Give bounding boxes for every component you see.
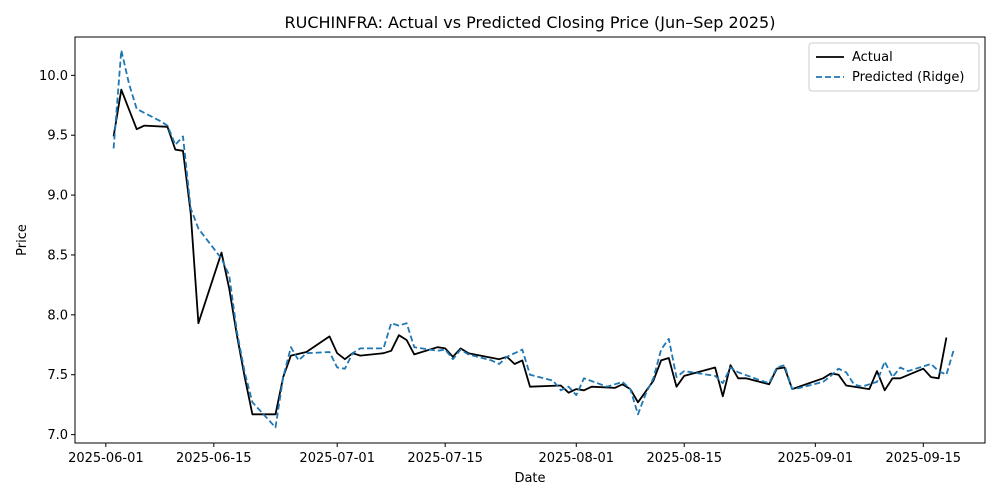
x-tick-label: 2025-08-15 <box>646 451 722 466</box>
legend-label-predicted: Predicted (Ridge) <box>852 70 964 85</box>
legend-box <box>808 42 980 92</box>
y-axis-label: Price <box>15 224 30 256</box>
series-layer <box>112 49 956 429</box>
x-tick-label: 2025-07-15 <box>407 451 483 466</box>
y-tick-label: 10.0 <box>39 69 68 84</box>
y-axis-ticks: 7.0 7.5 8.0 8.5 9.0 9.5 10.0 <box>39 69 75 443</box>
x-axis-ticks: 2025-06-01 2025-06-15 2025-07-01 2025-07-15… <box>68 443 961 466</box>
y-tick-label: 8.5 <box>47 248 68 263</box>
y-tick-label: 9.5 <box>47 129 68 144</box>
y-tick-label: 8.0 <box>47 308 68 323</box>
x-tick-label: 2025-06-15 <box>176 451 252 466</box>
y-tick-label: 9.0 <box>47 189 68 204</box>
x-tick-label: 2025-06-01 <box>68 451 144 466</box>
series-line-actual <box>112 88 948 416</box>
x-tick-label: 2025-08-01 <box>538 451 614 466</box>
legend: Actual Predicted (Ridge) <box>808 42 980 92</box>
legend-label-actual: Actual <box>852 50 893 65</box>
x-tick-label: 2025-07-01 <box>299 451 375 466</box>
y-tick-label: 7.0 <box>47 428 68 443</box>
x-tick-label: 2025-09-01 <box>778 451 854 466</box>
y-tick-label: 7.5 <box>47 368 68 383</box>
x-tick-label: 2025-09-15 <box>886 451 962 466</box>
plot-frame <box>74 36 986 444</box>
chart-title: RUCHINFRA: Actual vs Predicted Closing P… <box>285 13 776 32</box>
x-axis-label: Date <box>514 471 545 486</box>
